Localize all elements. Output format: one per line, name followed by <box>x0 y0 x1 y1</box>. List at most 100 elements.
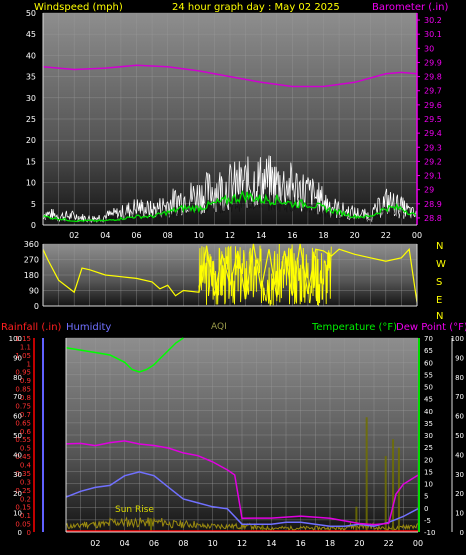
rain-y-tick: 0.65 <box>15 419 31 427</box>
humidity-y-tick: 10 <box>13 510 22 518</box>
temperature-y-tick: 70 <box>424 335 433 343</box>
wind-y-tick: 15 <box>26 157 36 166</box>
wind-x-tick: 22 <box>381 231 391 240</box>
wind-x-tick: 10 <box>194 231 204 240</box>
aqi-y-tick: 40 <box>455 451 464 459</box>
temperature-y-tick: 15 <box>424 468 433 476</box>
humidity-y-tick: 50 <box>13 432 22 440</box>
direction-line <box>42 243 418 303</box>
compass-label: N <box>436 311 443 322</box>
aqi-spike <box>355 506 358 532</box>
climate-x-tick: 12 <box>237 539 247 548</box>
rain-y-tick: 0.9 <box>20 377 31 385</box>
baro-y-tick: 29.4 <box>424 129 442 138</box>
rain-y-tick: 0.7 <box>20 411 31 419</box>
windspeed-line <box>42 155 418 224</box>
wind-x-tick: 06 <box>131 231 141 240</box>
temperature-y-tick: 20 <box>424 456 433 464</box>
aqi-axis-title: AQI <box>211 322 227 332</box>
aqi-y-tick: 100 <box>451 335 464 343</box>
wind-x-tick: 00 <box>412 231 422 240</box>
temperature-y-tick: 40 <box>424 408 433 416</box>
baro-y-tick: 29.6 <box>424 101 442 110</box>
temperature-y-tick: -5 <box>424 517 431 525</box>
compass-label: S <box>436 277 442 288</box>
wind-y-tick: 45 <box>26 30 36 39</box>
dewpoint-line <box>65 440 419 526</box>
wind-x-tick: 16 <box>287 231 297 240</box>
wind-x-tick: 04 <box>100 231 110 240</box>
humidity-y-tick: 40 <box>13 451 22 459</box>
humidity-y-tick: 0 <box>18 529 22 537</box>
rain-y-tick: 1.1 <box>20 343 31 351</box>
wind-axis-title: Windspeed (mph) <box>34 2 123 13</box>
rain-y-tick: 0.05 <box>15 521 31 529</box>
rain-y-tick: 0 <box>27 529 31 537</box>
aqi-spike <box>384 456 387 532</box>
aqi-spike <box>392 439 395 532</box>
climate-x-tick: 04 <box>120 539 130 548</box>
climate-x-tick: 18 <box>325 539 335 548</box>
direction-variable-line <box>198 243 332 306</box>
windspeed-avg-line <box>42 190 418 223</box>
aqi-y-tick: 50 <box>455 432 464 440</box>
baro-y-tick: 30.2 <box>424 16 442 25</box>
wind-x-tick: 14 <box>256 231 266 240</box>
wind-y-tick: 35 <box>26 73 36 82</box>
temperature-y-tick: 55 <box>424 371 433 379</box>
rain-y-tick: 0.85 <box>15 386 31 394</box>
wind-x-tick: 08 <box>163 231 173 240</box>
compass-label: W <box>436 259 446 270</box>
wind-y-tick: 20 <box>26 136 36 145</box>
rain-y-tick: 0.3 <box>20 478 31 486</box>
direction-y-tick: 360 <box>24 240 39 249</box>
humidity-y-tick: 70 <box>13 393 22 401</box>
rain-y-tick: 0.1 <box>20 512 31 520</box>
wind-y-tick: 10 <box>26 179 36 188</box>
compass-label: N <box>436 241 443 252</box>
rain-y-tick: 1.05 <box>15 352 31 360</box>
temperature-y-tick: 45 <box>424 396 433 404</box>
direction-y-tick: 0 <box>34 302 39 311</box>
temperature-line <box>65 337 184 373</box>
wind-y-tick: 30 <box>26 94 36 103</box>
climate-x-tick: 00 <box>413 539 423 548</box>
wind-y-tick: 40 <box>26 51 36 60</box>
temperature-y-tick: 50 <box>424 384 433 392</box>
temperature-y-tick: 0 <box>424 505 428 513</box>
wind-panel: 0 5 10 15 20 25 30 35 40 45 50 28.8 28.9 29 29.1 29.2 29… <box>26 9 442 240</box>
wind-y-tick: 5 <box>31 200 36 209</box>
baro-y-tick: 29.9 <box>424 58 442 67</box>
direction-y-tick: 180 <box>24 271 39 280</box>
aqi-y-tick: 10 <box>455 510 464 518</box>
direction-y-tick: 270 <box>24 256 39 265</box>
direction-y-tick: 90 <box>29 287 39 296</box>
rain-y-tick: 0.2 <box>20 495 31 503</box>
aqi-y-tick: 30 <box>455 471 464 479</box>
wind-y-tick: 50 <box>26 9 36 18</box>
climate-x-tick: 14 <box>266 539 276 548</box>
rain-y-tick: 0.5 <box>20 445 31 453</box>
temperature-y-tick: 30 <box>424 432 433 440</box>
climate-x-tick: 06 <box>149 539 159 548</box>
temperature-y-tick: -10 <box>424 529 435 537</box>
temperature-y-tick: 65 <box>424 347 433 355</box>
humidity-y-tick: 60 <box>13 413 22 421</box>
barometer-line <box>42 64 418 88</box>
sunrise-label: Sun Rise <box>115 505 154 515</box>
rain-y-tick: 0.15 <box>15 504 31 512</box>
temperature-axis-title: Temperature (°F) <box>311 322 397 333</box>
baro-y-tick: 29.1 <box>424 172 442 181</box>
humidity-y-tick: 80 <box>13 374 22 382</box>
climate-x-tick: 20 <box>354 539 364 548</box>
climate-x-tick: 22 <box>384 539 394 548</box>
aqi-y-tick: 20 <box>455 490 464 498</box>
rain-y-tick: 1 <box>27 360 31 368</box>
aqi-spike <box>150 518 153 532</box>
baro-y-tick: 29.8 <box>424 73 442 82</box>
aqi-y-tick: 70 <box>455 393 464 401</box>
compass-label: E <box>436 295 442 306</box>
aqi-y-tick: 0 <box>460 529 464 537</box>
baro-y-tick: 29.7 <box>424 87 442 96</box>
